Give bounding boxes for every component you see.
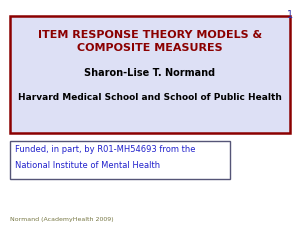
Text: 1: 1	[287, 10, 293, 20]
FancyBboxPatch shape	[10, 16, 290, 133]
FancyBboxPatch shape	[10, 141, 230, 179]
Text: Harvard Medical School and School of Public Health: Harvard Medical School and School of Pub…	[18, 94, 282, 103]
Text: Funded, in part, by R01-MH54693 from the: Funded, in part, by R01-MH54693 from the	[15, 146, 196, 155]
Text: National Institute of Mental Health: National Institute of Mental Health	[15, 161, 160, 170]
Text: ITEM RESPONSE THEORY MODELS &: ITEM RESPONSE THEORY MODELS &	[38, 30, 262, 40]
Text: Sharon-Lise T. Normand: Sharon-Lise T. Normand	[84, 68, 216, 78]
Text: COMPOSITE MEASURES: COMPOSITE MEASURES	[77, 43, 223, 53]
Text: Normand (AcademyHealth 2009): Normand (AcademyHealth 2009)	[10, 216, 114, 222]
